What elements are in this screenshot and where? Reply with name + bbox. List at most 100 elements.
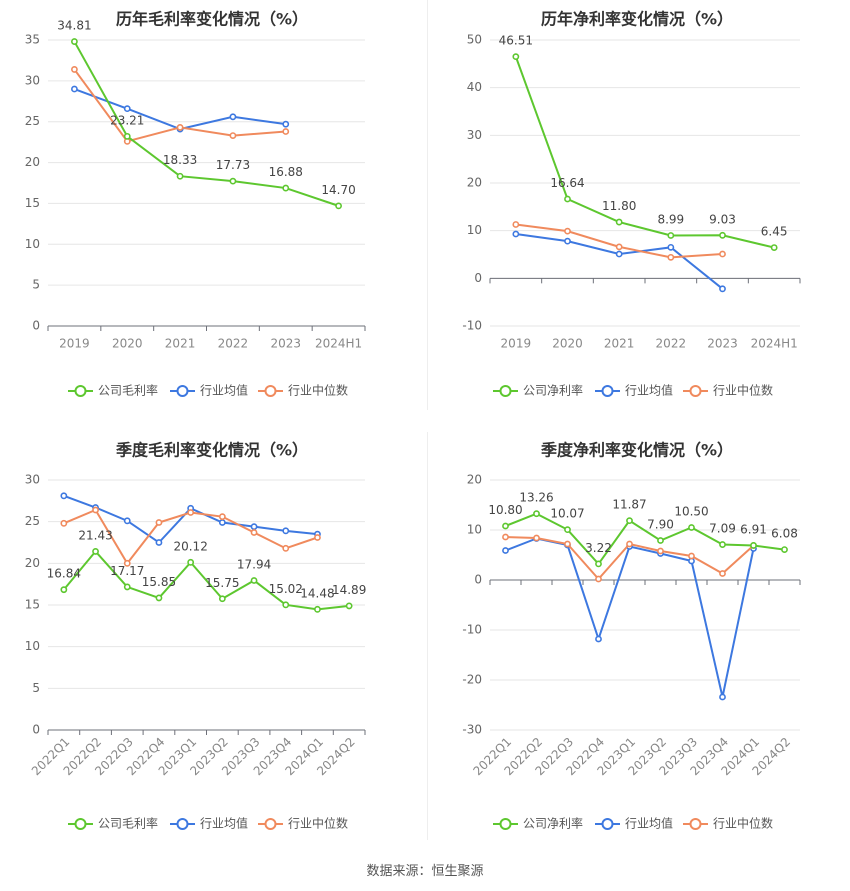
legend-label: 行业中位数 — [288, 816, 348, 831]
x-tick-label: 2019 — [59, 337, 90, 351]
data-point — [719, 541, 726, 548]
data-point — [71, 85, 78, 93]
series-line — [505, 512, 785, 566]
divider-vertical — [427, 0, 428, 410]
y-tick-label: 5 — [32, 681, 40, 695]
data-label: 14.70 — [321, 183, 355, 197]
legend-swatch-marker — [499, 385, 512, 397]
data-point — [250, 529, 258, 536]
y-tick-label: 20 — [25, 556, 40, 570]
data-point — [218, 519, 226, 526]
data-point — [123, 517, 131, 525]
data-point — [229, 177, 237, 185]
data-label: 14.48 — [300, 586, 334, 600]
series-line — [505, 537, 755, 698]
y-tick-label: 30 — [25, 73, 40, 87]
data-point — [688, 552, 695, 560]
data-point — [533, 510, 540, 518]
data-point — [155, 539, 163, 546]
data-point — [667, 253, 675, 261]
legend-label: 公司净利率 — [523, 816, 583, 831]
data-point — [176, 172, 184, 180]
data-point — [123, 583, 131, 591]
y-tick-label: 20 — [25, 155, 40, 169]
y-tick-label: 50 — [467, 33, 482, 47]
chart-annual-gross-margin: 历年毛利率变化情况（%） 0 5 10 15 20 25 30 35 2019 2020 2021 20… — [25, 10, 366, 398]
legend-swatch-marker — [176, 818, 189, 830]
x-tick-label: 2019 — [501, 337, 532, 351]
data-point — [123, 105, 131, 113]
data-point — [282, 527, 290, 535]
x-tick-label: 2024H1 — [315, 337, 362, 351]
y-tick-label: -10 — [462, 319, 482, 333]
data-point — [719, 250, 726, 258]
data-point — [502, 547, 509, 554]
legend-swatch-marker — [601, 818, 614, 830]
data-point — [155, 519, 163, 526]
data-point — [282, 120, 290, 128]
x-tick-label: 2021 — [604, 337, 635, 351]
chart-quarterly-net-margin: 季度净利率变化情况（%）-30-20-10010202022Q12022Q220… — [462, 441, 801, 831]
data-point — [92, 506, 99, 514]
chart-title: 季度毛利率变化情况（%） — [115, 441, 308, 460]
data-point — [512, 53, 520, 61]
data-point — [218, 513, 226, 521]
divider-vertical-lower — [427, 432, 428, 840]
y-tick-label: 10 — [25, 639, 40, 653]
data-point — [564, 195, 571, 203]
data-point — [512, 221, 520, 228]
legend-label: 行业中位数 — [288, 383, 348, 398]
data-label: 21.43 — [78, 528, 112, 542]
data-point — [250, 577, 258, 584]
data-label: 11.87 — [612, 498, 646, 512]
y-tick-label: 30 — [25, 473, 40, 487]
y-tick-label: 20 — [467, 473, 482, 487]
data-point — [615, 250, 623, 258]
y-tick-label: -10 — [462, 623, 482, 637]
data-point — [626, 517, 633, 525]
data-label: 17.73 — [216, 158, 250, 172]
data-label: 10.07 — [550, 507, 584, 521]
legend-swatch-marker — [74, 385, 87, 397]
data-label: 16.84 — [47, 567, 81, 581]
x-tick-label: 2022 — [656, 337, 687, 351]
data-point — [187, 509, 195, 516]
y-tick-label: 15 — [25, 196, 40, 210]
data-source-label: 数据来源：恒生聚源 — [366, 864, 484, 879]
data-label: 7.09 — [709, 522, 736, 536]
data-label: 18.33 — [163, 153, 197, 167]
data-label: 20.12 — [173, 539, 207, 553]
legend-swatch-marker — [689, 385, 702, 397]
x-tick-label: 2022 — [218, 337, 249, 351]
legend-label: 公司毛利率 — [98, 816, 158, 831]
data-label: 6.91 — [740, 522, 767, 536]
y-tick-label: 0 — [474, 271, 482, 285]
data-point — [155, 594, 163, 602]
data-point — [92, 548, 99, 555]
legend-swatch-marker — [176, 385, 189, 397]
data-label: 10.80 — [488, 503, 522, 517]
data-label: 15.75 — [205, 576, 239, 590]
data-point — [719, 285, 726, 293]
data-point — [533, 534, 540, 542]
data-point — [60, 586, 68, 594]
legend-label: 公司净利率 — [523, 383, 583, 398]
data-point — [314, 534, 321, 541]
data-point — [667, 243, 675, 251]
y-tick-label: 10 — [25, 237, 40, 251]
x-tick-label: 2023 — [270, 337, 301, 351]
data-point — [335, 202, 342, 210]
legend-swatch-marker — [689, 818, 702, 830]
data-point — [564, 237, 571, 245]
data-point — [176, 124, 184, 131]
series-line — [515, 233, 724, 290]
data-point — [564, 526, 571, 534]
data-point — [345, 602, 353, 610]
x-tick-label: 2023 — [707, 337, 738, 351]
series-line — [73, 41, 339, 207]
data-label: 3.22 — [585, 541, 612, 555]
data-point — [595, 635, 602, 643]
data-point — [71, 66, 78, 73]
y-tick-label: 40 — [467, 80, 482, 94]
data-point — [719, 231, 726, 239]
